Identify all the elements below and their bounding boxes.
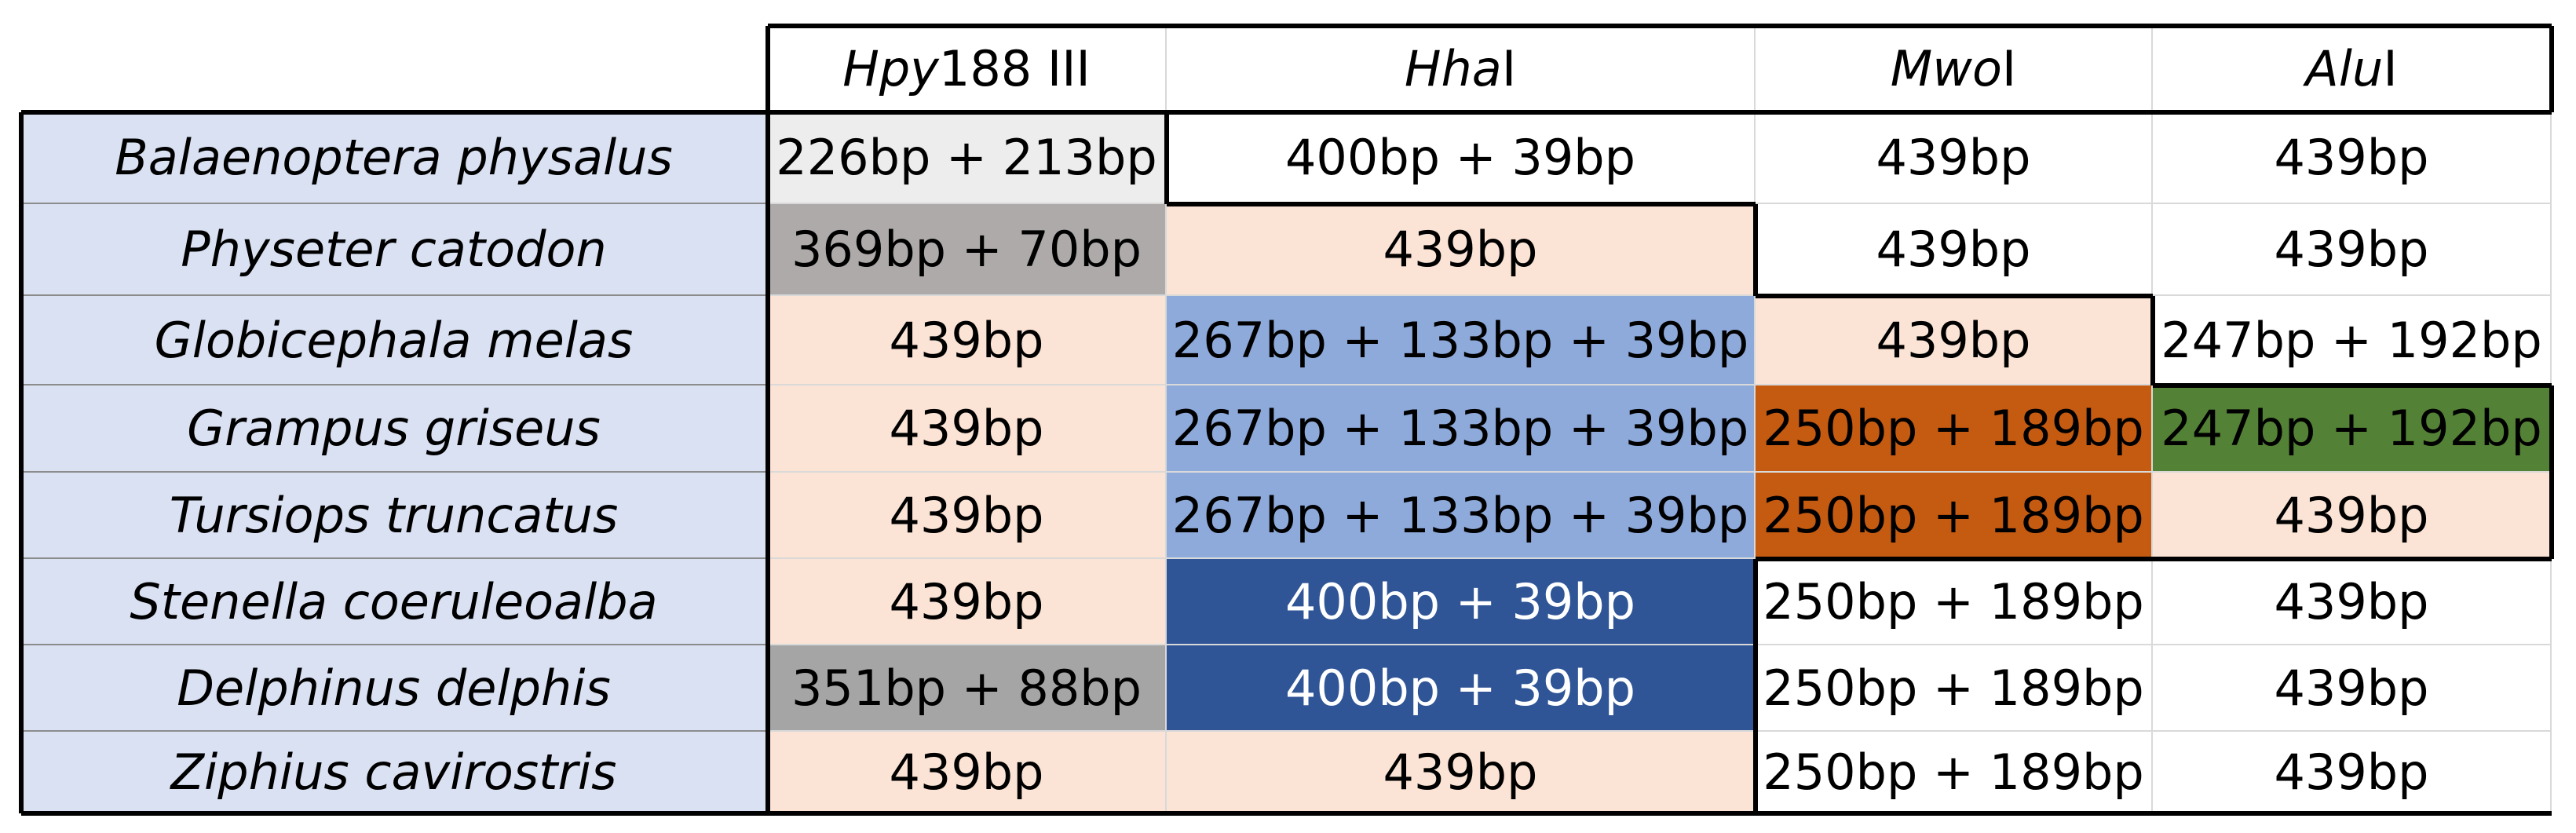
enzyme-suffix: 188 III: [938, 39, 1091, 97]
enzyme-name: Mwo: [1890, 39, 2002, 97]
fragment-cell: 400bp + 39bp: [1167, 645, 1756, 732]
fragment-cell: 400bp + 39bp: [1167, 112, 1756, 204]
border-line: [1167, 202, 1756, 206]
fragment-cell: 351bp + 88bp: [768, 645, 1167, 732]
enzyme-suffix: I: [2383, 39, 2398, 97]
border-line: [1756, 557, 2153, 561]
border-line: [1164, 112, 1169, 204]
fragment-cell: 439bp: [1167, 204, 1756, 296]
border-line: [768, 110, 1167, 115]
enzyme-name: Hpy: [842, 39, 939, 97]
fragment-cell: 439bp: [1167, 732, 1756, 813]
species-name: Ziphius cavirostris: [21, 732, 768, 813]
fragment-cell: 439bp: [768, 732, 1167, 813]
fragment-cell: 226bp + 213bp: [768, 112, 1167, 204]
border-line: [765, 112, 770, 813]
fragment-cell: 439bp: [2153, 473, 2552, 559]
fragment-cell: 439bp: [1756, 112, 2153, 204]
fragment-cell: 250bp + 189bp: [1756, 645, 2153, 732]
fragment-cell: 439bp: [2153, 732, 2552, 813]
species-name: Delphinus delphis: [21, 645, 768, 732]
border-line: [768, 811, 1756, 816]
enzyme-suffix: I: [2001, 39, 2017, 97]
fragment-cell: 250bp + 189bp: [1756, 473, 2153, 559]
border-line: [19, 112, 24, 813]
species-name: Balaenoptera physalus: [21, 112, 768, 204]
enzyme-name: Alu: [2305, 39, 2384, 97]
enzyme-header: Hha I: [1167, 26, 1756, 112]
enzyme-header: Mwo I: [1756, 26, 2153, 112]
border-line: [1753, 559, 1758, 813]
fragment-cell: 247bp + 192bp: [2153, 296, 2552, 385]
border-line: [1753, 204, 1758, 296]
enzyme-suffix: I: [1501, 39, 1517, 97]
enzyme-header: Hpy 188 III: [768, 26, 1167, 112]
species-name: Physeter catodon: [21, 204, 768, 296]
fragment-cell: 439bp: [768, 296, 1167, 385]
enzyme-name: Hha: [1404, 39, 1502, 97]
fragment-cell: 439bp: [768, 473, 1167, 559]
border-line: [2549, 26, 2554, 112]
fragment-cell: 439bp: [768, 385, 1167, 473]
fragment-cell: 439bp: [2153, 204, 2552, 296]
border-line: [2549, 385, 2554, 559]
border-line: [2150, 296, 2155, 385]
fragment-cell: 247bp + 192bp: [2153, 385, 2552, 473]
fragment-cell: 400bp + 39bp: [1167, 559, 1756, 645]
border-line: [765, 26, 770, 112]
enzyme-header: Alu I: [2153, 26, 2552, 112]
fragment-cell: 250bp + 189bp: [1756, 559, 2153, 645]
border-line: [2153, 557, 2552, 561]
species-name: Stenella coeruleoalba: [21, 559, 768, 645]
fragment-cell: 439bp: [1756, 204, 2153, 296]
fragment-cell: 439bp: [2153, 559, 2552, 645]
border-line: [768, 24, 2552, 28]
fragment-cell: 267bp + 133bp + 39bp: [1167, 385, 1756, 473]
fragment-cell: 267bp + 133bp + 39bp: [1167, 296, 1756, 385]
fragment-cell: 439bp: [1756, 296, 2153, 385]
fragment-cell: 267bp + 133bp + 39bp: [1167, 473, 1756, 559]
border-line: [1756, 294, 2153, 298]
species-name: Tursiops truncatus: [21, 473, 768, 559]
fragment-cell: 439bp: [768, 559, 1167, 645]
species-name: Globicephala melas: [21, 296, 768, 385]
fragment-cell: 439bp: [2153, 645, 2552, 732]
fragment-cell: 439bp: [2153, 112, 2552, 204]
fragment-cell: 250bp + 189bp: [1756, 732, 2153, 813]
fragment-cell: 250bp + 189bp: [1756, 385, 2153, 473]
border-line: [21, 110, 2552, 115]
species-name: Grampus griseus: [21, 385, 768, 473]
fragment-cell: 369bp + 70bp: [768, 204, 1167, 296]
border-line: [2153, 383, 2552, 388]
